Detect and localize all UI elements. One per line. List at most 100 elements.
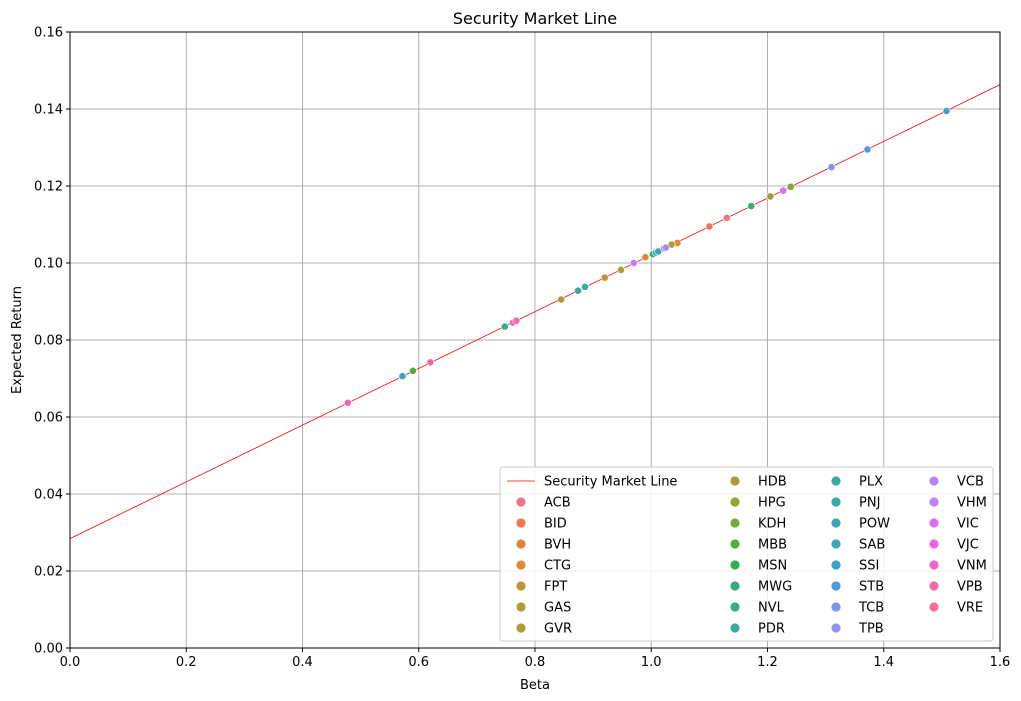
y-tick-label: 0.00 <box>34 642 63 657</box>
y-tick-label: 0.08 <box>34 334 63 349</box>
legend-marker-pnj <box>831 497 841 507</box>
legend-label: GVR <box>544 622 572 637</box>
legend-marker-vre <box>929 602 939 612</box>
legend-marker-pow <box>831 518 841 528</box>
y-tick-label: 0.14 <box>34 103 63 118</box>
legend-label: VCB <box>957 475 984 490</box>
legend-marker-mbb <box>730 539 740 549</box>
x-tick-label: 0.8 <box>525 655 546 670</box>
point-vcb <box>661 243 670 252</box>
legend-marker-fpt <box>516 581 526 591</box>
legend-marker-plx <box>831 476 841 486</box>
legend-marker-nvl <box>730 602 740 612</box>
legend-marker-ssi <box>831 560 841 570</box>
legend-label: VRE <box>957 601 983 616</box>
x-tick-label: 1.6 <box>990 655 1011 670</box>
point-kdh <box>786 182 795 191</box>
point-vhm <box>629 259 638 267</box>
legend-label: NVL <box>758 601 785 616</box>
legend-label: BID <box>544 517 567 532</box>
legend-marker-hpg <box>730 497 740 507</box>
y-axis-ticks: 0.00 0.02 0.04 0.06 0.08 0.10 0.12 0.14 0.16 <box>34 26 70 657</box>
point-pdr <box>574 286 582 295</box>
legend-label: MSN <box>758 559 787 574</box>
point-ctg <box>641 253 650 262</box>
point-ssi <box>942 107 951 115</box>
legend-marker-kdh <box>730 518 740 528</box>
point-fpt <box>600 273 609 282</box>
legend: Security Market Line ACB BID BVH CTG FPT GAS GV… <box>499 466 994 642</box>
legend-marker-vcb <box>929 476 939 486</box>
legend-marker-mwg <box>730 581 740 591</box>
legend-marker-sab <box>831 539 841 549</box>
legend-marker-ctg <box>516 560 526 570</box>
point-stb <box>863 145 872 154</box>
legend-marker-gas <box>516 602 526 612</box>
y-tick-label: 0.06 <box>34 411 63 426</box>
legend-marker-vhm <box>929 497 939 507</box>
legend-marker-hdb <box>730 476 740 486</box>
legend-marker-vpb <box>929 581 939 591</box>
point-nvl <box>500 322 509 331</box>
x-tick-label: 1.2 <box>757 655 778 670</box>
x-axis-ticks: 0.0 0.2 0.4 0.6 0.8 1.0 1.2 1.4 1.6 <box>60 648 1011 670</box>
chart-title: Security Market Line <box>453 9 617 28</box>
legend-label: MBB <box>758 538 787 553</box>
legend-marker-stb <box>831 581 841 591</box>
legend-label: HPG <box>758 496 786 511</box>
security-market-line <box>69 84 1001 540</box>
legend-label: TCB <box>858 601 884 616</box>
legend-label: Security Market Line <box>544 475 677 490</box>
y-tick-label: 0.04 <box>34 488 63 503</box>
point-vre <box>512 316 521 325</box>
legend-marker-gvr <box>516 623 526 633</box>
legend-label: VPB <box>957 580 983 595</box>
legend-box <box>499 466 994 642</box>
point-mbb <box>409 366 417 375</box>
point-bid <box>705 222 714 231</box>
point-tcb <box>827 163 836 172</box>
legend-label: STB <box>859 580 884 595</box>
legend-marker-vnm <box>929 560 939 570</box>
x-tick-label: 0.6 <box>408 655 429 670</box>
legend-marker-tpb <box>831 623 841 633</box>
legend-label: POW <box>859 517 890 532</box>
x-axis-label: Beta <box>520 678 550 693</box>
legend-label: ACB <box>544 496 571 511</box>
x-tick-label: 0.4 <box>292 655 313 670</box>
legend-label: CTG <box>544 559 571 574</box>
legend-label: PNJ <box>859 496 880 511</box>
x-tick-label: 0.0 <box>60 655 81 670</box>
legend-marker-vic <box>929 518 939 528</box>
legend-marker-pdr <box>730 623 740 633</box>
legend-label: VIC <box>957 517 979 532</box>
point-hpg <box>766 192 775 201</box>
y-tick-label: 0.12 <box>34 180 63 195</box>
legend-marker-acb <box>516 497 526 507</box>
point-vnm <box>343 398 352 407</box>
legend-label: KDH <box>758 517 786 532</box>
y-tick-label: 0.10 <box>34 257 63 272</box>
point-gas <box>557 295 566 304</box>
legend-marker-tcb <box>831 602 841 612</box>
legend-marker-vjc <box>929 539 939 549</box>
y-tick-label: 0.02 <box>34 565 63 580</box>
point-mwg <box>747 202 756 210</box>
legend-label: BVH <box>544 538 571 553</box>
legend-label: VNM <box>957 559 987 574</box>
legend-marker-msn <box>730 560 740 570</box>
point-plx <box>581 282 589 291</box>
legend-label: TPB <box>858 622 884 637</box>
legend-label: PDR <box>758 622 785 637</box>
point-hdb <box>617 266 625 274</box>
legend-label: PLX <box>859 475 883 490</box>
point-acb <box>722 214 731 222</box>
x-tick-label: 0.2 <box>176 655 197 670</box>
legend-marker-bvh <box>516 539 526 549</box>
point-sab <box>398 372 407 381</box>
x-tick-label: 1.0 <box>641 655 662 670</box>
data-points <box>343 107 951 407</box>
y-axis-label: Expected Return <box>10 286 25 394</box>
legend-label: GAS <box>544 601 571 616</box>
point-vic <box>779 186 788 195</box>
